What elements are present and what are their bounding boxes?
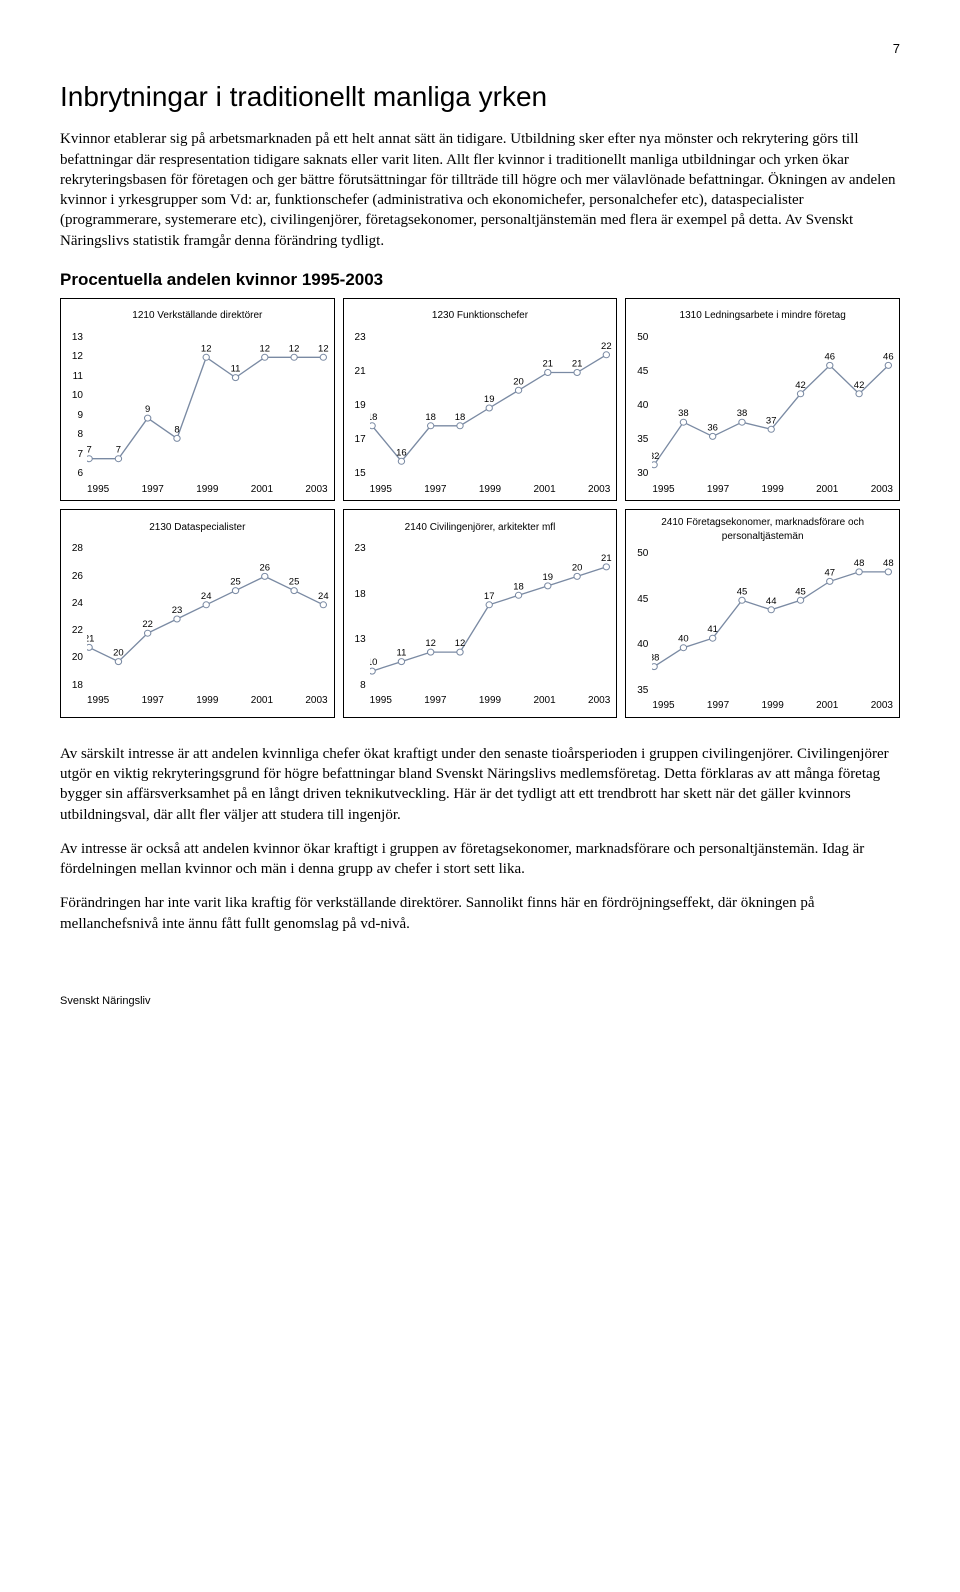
chart-panel: 1230 Funktionschefer23211917151816181819… (343, 298, 618, 502)
svg-text:21: 21 (542, 358, 553, 368)
y-axis: 5045403530 (630, 331, 652, 481)
svg-text:22: 22 (142, 620, 153, 630)
y-axis: 131211109876 (65, 331, 87, 481)
svg-text:48: 48 (854, 558, 865, 568)
svg-text:22: 22 (601, 341, 612, 351)
y-axis: 50454035 (630, 547, 652, 697)
svg-text:32: 32 (652, 451, 659, 461)
svg-text:12: 12 (289, 343, 300, 353)
svg-text:24: 24 (318, 591, 329, 601)
svg-text:46: 46 (825, 351, 836, 361)
page-title: Inbrytningar i traditionellt manliga yrk… (60, 78, 900, 116)
svg-text:9: 9 (145, 404, 150, 414)
chart-panel: 2130 Dataspecialister2826242220182120222… (60, 509, 335, 718)
svg-text:36: 36 (708, 422, 719, 432)
y-axis: 282624222018 (65, 542, 87, 692)
x-axis: 19951997199920012003 (630, 699, 895, 713)
svg-text:19: 19 (542, 572, 553, 582)
chart-title: 1230 Funktionschefer (348, 305, 613, 327)
footer-source: Svenskt Näringsliv (60, 994, 900, 1009)
svg-text:16: 16 (396, 447, 407, 457)
svg-text:40: 40 (678, 634, 689, 644)
y-axis: 2318138 (348, 542, 370, 692)
svg-text:25: 25 (289, 577, 300, 587)
svg-text:24: 24 (201, 591, 212, 601)
svg-text:42: 42 (796, 380, 807, 390)
svg-text:8: 8 (174, 424, 179, 434)
svg-text:46: 46 (883, 351, 894, 361)
charts-heading: Procentuella andelen kvinnor 1995-2003 (60, 269, 900, 292)
svg-text:19: 19 (484, 394, 495, 404)
chart-title: 1210 Verkställande direktörer (65, 305, 330, 327)
closing-paragraph-1: Av särskilt intresse är att andelen kvin… (60, 744, 900, 825)
chart-panel: 1310 Ledningsarbete i mindre företag 5045… (625, 298, 900, 502)
svg-text:7: 7 (116, 445, 121, 455)
chart-title: 2130 Dataspecialister (65, 516, 330, 538)
svg-text:38: 38 (678, 408, 689, 418)
svg-text:17: 17 (484, 591, 495, 601)
chart-plot: 18 16 18 18 19 20 21 21 22 (370, 331, 613, 481)
chart-plot: 7 7 9 8 12 11 12 12 12 (87, 331, 330, 481)
chart-plot: 21 20 22 23 24 25 26 25 24 (87, 542, 330, 692)
chart-plot: 32 38 36 38 37 42 46 42 46 (652, 331, 895, 481)
svg-text:44: 44 (766, 596, 777, 606)
svg-text:45: 45 (737, 587, 748, 597)
svg-text:45: 45 (796, 587, 807, 597)
chart-panel: 2410 Företagsekonomer, marknadsförare oc… (625, 509, 900, 718)
svg-text:37: 37 (766, 415, 777, 425)
chart-title: 2410 Företagsekonomer, marknadsförare oc… (630, 516, 895, 543)
svg-text:18: 18 (454, 412, 465, 422)
svg-text:7: 7 (87, 445, 92, 455)
svg-text:12: 12 (425, 639, 436, 649)
y-axis: 2321191715 (348, 331, 370, 481)
closing-paragraph-2: Av intresse är också att andelen kvinnor… (60, 839, 900, 880)
x-axis: 19951997199920012003 (348, 483, 613, 497)
svg-text:20: 20 (113, 648, 124, 658)
svg-text:10: 10 (370, 658, 377, 668)
intro-paragraph: Kvinnor etablerar sig på arbetsmarknaden… (60, 129, 900, 251)
svg-text:38: 38 (737, 408, 748, 418)
x-axis: 19951997199920012003 (348, 694, 613, 708)
x-axis: 19951997199920012003 (630, 483, 895, 497)
x-axis: 19951997199920012003 (65, 483, 330, 497)
charts-grid: 1210 Verkställande direktörer 13121110987… (60, 298, 900, 718)
svg-text:25: 25 (230, 577, 241, 587)
chart-plot: 38 40 41 45 44 45 47 48 48 (652, 547, 895, 697)
svg-text:26: 26 (259, 563, 270, 573)
svg-text:20: 20 (571, 563, 582, 573)
svg-text:18: 18 (513, 582, 524, 592)
svg-text:23: 23 (172, 605, 183, 615)
svg-text:42: 42 (854, 380, 865, 390)
page-number: 7 (60, 40, 900, 58)
svg-text:20: 20 (513, 376, 524, 386)
svg-text:12: 12 (454, 639, 465, 649)
svg-text:21: 21 (601, 553, 612, 563)
svg-text:12: 12 (201, 343, 212, 353)
svg-text:21: 21 (87, 634, 94, 644)
x-axis: 19951997199920012003 (65, 694, 330, 708)
chart-title: 1310 Ledningsarbete i mindre företag (630, 305, 895, 327)
chart-title: 2140 Civilingenjörer, arkitekter mfl (348, 516, 613, 538)
svg-text:12: 12 (259, 343, 270, 353)
closing-paragraph-3: Förändringen har inte varit lika kraftig… (60, 893, 900, 934)
chart-plot: 10 11 12 12 17 18 19 20 21 (370, 542, 613, 692)
svg-text:11: 11 (396, 648, 406, 658)
chart-panel: 2140 Civilingenjörer, arkitekter mfl 2318… (343, 509, 618, 718)
svg-text:12: 12 (318, 343, 329, 353)
svg-text:41: 41 (708, 625, 719, 635)
svg-text:47: 47 (825, 568, 836, 578)
svg-text:18: 18 (370, 412, 377, 422)
svg-text:11: 11 (231, 364, 241, 374)
svg-text:21: 21 (571, 358, 582, 368)
chart-panel: 1210 Verkställande direktörer 13121110987… (60, 298, 335, 502)
svg-text:38: 38 (652, 653, 659, 663)
svg-text:48: 48 (883, 558, 894, 568)
svg-text:18: 18 (425, 412, 436, 422)
